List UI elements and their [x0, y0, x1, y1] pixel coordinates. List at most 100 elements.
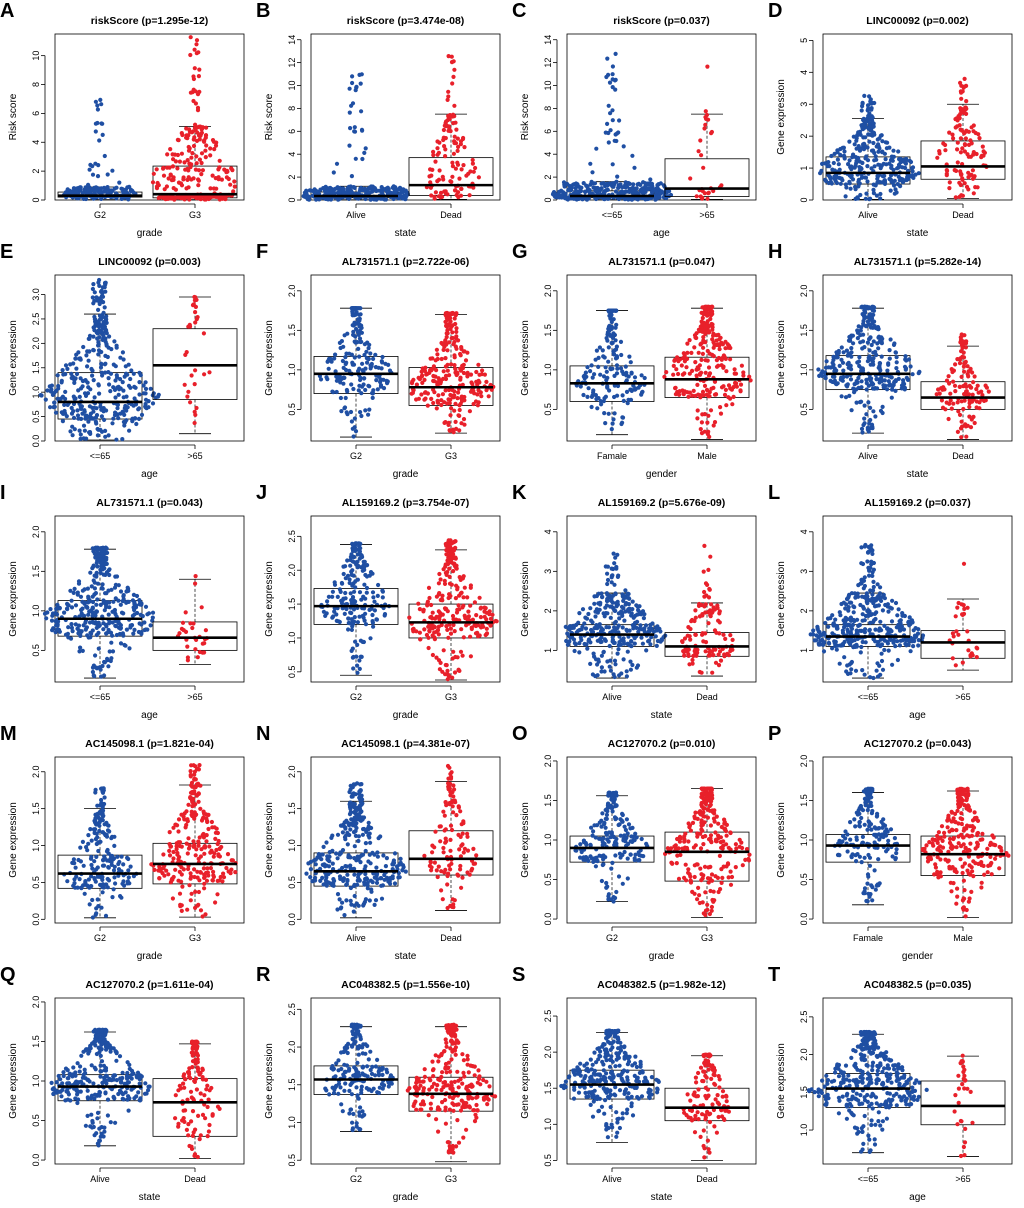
data-point: [817, 373, 822, 378]
data-point: [843, 194, 848, 199]
data-point: [856, 359, 862, 364]
data-point: [111, 599, 116, 604]
data-point: [110, 633, 115, 638]
data-point: [350, 360, 355, 365]
data-point: [372, 186, 377, 191]
data-point: [605, 338, 610, 343]
data-point: [887, 356, 892, 361]
data-point: [578, 189, 583, 194]
data-point: [431, 373, 436, 379]
chart-title: riskScore (p=3.474e-08): [347, 15, 465, 27]
data-point: [108, 620, 113, 625]
data-point: [968, 138, 973, 143]
data-point: [71, 590, 76, 595]
y-tick-label: 12: [543, 58, 553, 68]
data-point: [357, 312, 362, 317]
data-point: [450, 656, 455, 661]
data-point: [851, 341, 856, 346]
data-point: [362, 150, 367, 155]
data-point: [454, 192, 459, 198]
data-point: [357, 614, 362, 619]
data-point: [188, 90, 193, 95]
data-point: [950, 132, 955, 137]
data-point: [696, 392, 701, 397]
data-point: [97, 283, 102, 288]
data-point: [696, 327, 701, 332]
data-point: [879, 341, 884, 346]
data-point: [208, 195, 213, 200]
data-point: [961, 384, 966, 389]
data-point: [143, 604, 149, 609]
data-point: [459, 394, 464, 399]
data-point: [422, 627, 427, 632]
data-point: [52, 390, 57, 395]
data-point: [129, 368, 134, 373]
data-point: [613, 555, 618, 560]
data-point: [102, 417, 107, 422]
data-point: [480, 368, 485, 373]
data-point: [118, 355, 123, 360]
data-point: [137, 598, 142, 603]
data-point: [863, 310, 868, 315]
data-point: [482, 372, 487, 377]
data-point: [334, 161, 340, 166]
data-point: [86, 358, 91, 363]
data-point: [200, 125, 205, 130]
data-point: [982, 150, 987, 155]
data-point: [355, 330, 361, 335]
data-point: [341, 571, 346, 577]
data-point: [179, 183, 185, 188]
data-point: [439, 597, 444, 602]
data-point: [585, 365, 590, 370]
data-point: [857, 168, 862, 173]
data-point: [603, 611, 608, 616]
data-point: [865, 340, 870, 345]
data-point: [106, 376, 111, 381]
data-point: [339, 580, 344, 586]
data-point: [955, 124, 960, 129]
data-point: [876, 149, 881, 154]
data-point: [161, 195, 166, 201]
data-point: [885, 387, 890, 392]
data-point: [348, 591, 353, 596]
data-point: [706, 365, 712, 370]
y-tick-label: 8: [31, 82, 41, 87]
data-point: [97, 138, 102, 143]
data-point: [73, 603, 79, 608]
x-tick-label: G2: [350, 451, 362, 461]
data-point: [191, 87, 196, 92]
data-point: [112, 339, 117, 344]
y-axis-label: Gene expression: [520, 320, 531, 396]
panel-letter: B: [256, 0, 271, 22]
data-point: [457, 176, 462, 181]
data-point: [185, 136, 190, 141]
data-point: [68, 429, 73, 434]
data-point: [92, 290, 97, 295]
data-point: [116, 384, 121, 389]
data-point: [449, 541, 455, 546]
data-point: [114, 632, 119, 638]
data-point: [615, 552, 620, 557]
data-point: [87, 333, 93, 338]
data-point: [453, 596, 458, 601]
data-point: [686, 394, 691, 399]
data-point: [105, 172, 110, 177]
data-point: [611, 551, 616, 556]
data-point: [629, 371, 634, 376]
y-tick-label: 4: [543, 529, 553, 534]
data-point: [856, 375, 861, 381]
chart-J: AL159169.2 (p=3.754e-07)0.51.01.52.02.5G…: [264, 497, 501, 721]
data-point: [840, 360, 846, 365]
data-point: [87, 167, 92, 172]
data-point: [606, 325, 612, 330]
data-point: [902, 364, 908, 369]
x-tick-label: <=65: [90, 451, 111, 461]
data-point: [959, 419, 964, 424]
data-point: [360, 568, 365, 573]
data-point: [219, 177, 224, 182]
data-point: [680, 372, 685, 377]
data-point: [953, 362, 958, 367]
data-point: [307, 188, 312, 193]
data-point: [455, 396, 460, 401]
